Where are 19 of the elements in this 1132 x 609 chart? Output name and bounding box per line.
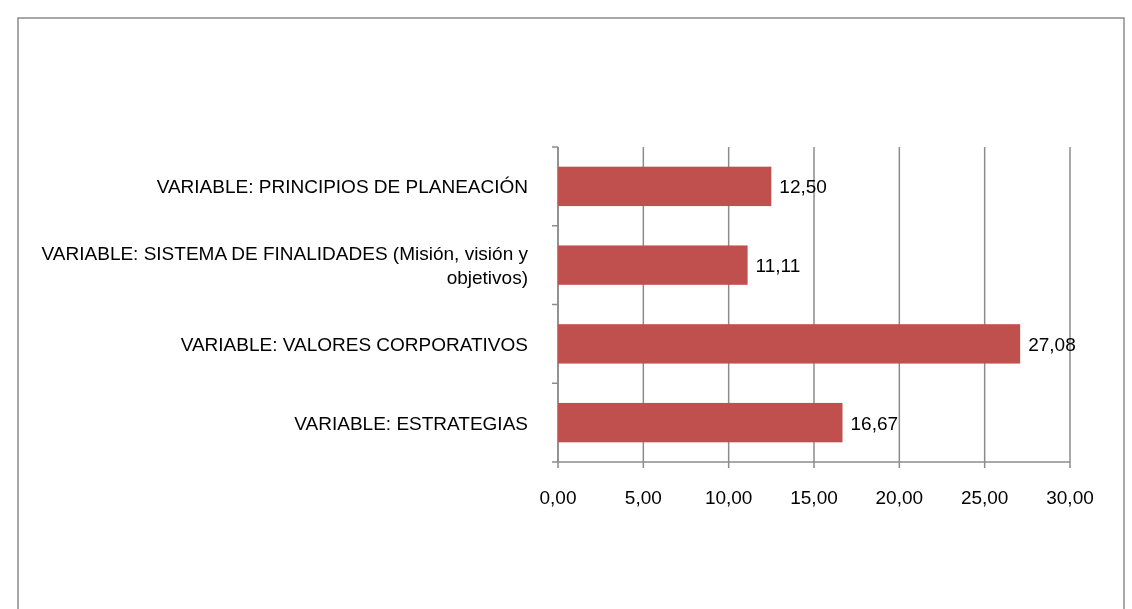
- y-tick-label: VARIABLE: VALORES CORPORATIVOS: [180, 333, 528, 355]
- x-tick-label: 25,00: [960, 487, 1009, 508]
- data-label: 12,50: [779, 176, 827, 198]
- y-tick-label: VARIABLE: PRINCIPIOS DE PLANEACIÓN: [156, 176, 528, 198]
- bar: [558, 402, 843, 443]
- y-tick-label: VARIABLE: ESTRATEGIAS: [294, 412, 528, 434]
- data-label: 16,67: [850, 412, 899, 434]
- data-label: 11,11: [755, 255, 801, 277]
- x-tick-label: 20,00: [875, 487, 924, 508]
- bar: [558, 324, 1021, 364]
- y-tick-label: VARIABLE: SISTEMA DE FINALIDADES (Misión, visión y objetivos): [41, 243, 529, 289]
- bar: [558, 166, 772, 207]
- x-tick-label: 30,00: [1046, 487, 1094, 508]
- x-tick-label: 0,00: [539, 487, 577, 508]
- x-tick-label: 10,00: [704, 487, 753, 508]
- x-tick-label: 5,00: [624, 487, 662, 508]
- bar: [558, 245, 748, 285]
- data-label: 27,08: [1028, 333, 1076, 355]
- x-tick-label: 15,00: [790, 487, 838, 508]
